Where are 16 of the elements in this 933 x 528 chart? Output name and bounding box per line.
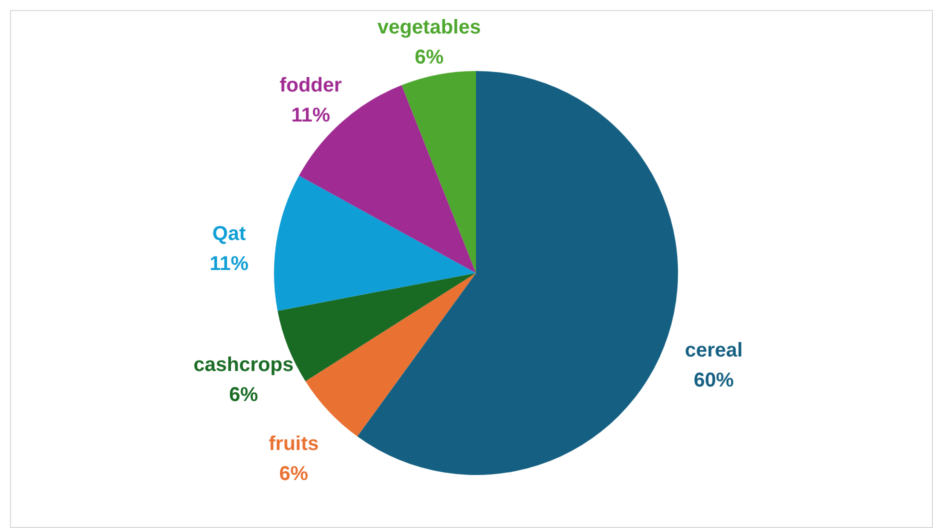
slice-label: vegetables <box>377 16 481 38</box>
pie-slice <box>305 273 476 436</box>
pie-slice <box>357 71 678 475</box>
slice-label: Qat <box>212 222 246 245</box>
pie-slice <box>402 71 476 273</box>
slice-label: fodder <box>280 74 342 96</box>
data-label: 6% <box>229 384 258 406</box>
data-label: 60% <box>694 369 734 392</box>
slice-label: cereal <box>684 339 743 362</box>
data-label: 11% <box>210 252 249 275</box>
data-label: 6% <box>279 463 308 486</box>
data-label: 11% <box>291 104 330 126</box>
pie-slice <box>274 176 476 311</box>
slice-label: cashcrops <box>194 354 294 376</box>
slice-label: fruits <box>268 433 319 456</box>
data-label: 6% <box>414 46 444 68</box>
